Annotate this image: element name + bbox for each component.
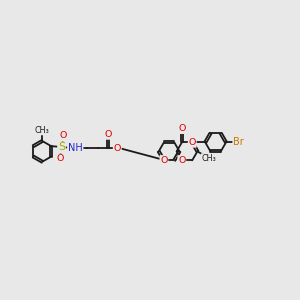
Text: O: O bbox=[178, 124, 185, 133]
Text: O: O bbox=[188, 138, 196, 147]
Text: O: O bbox=[178, 156, 185, 165]
Text: O: O bbox=[59, 131, 67, 140]
Text: Br: Br bbox=[233, 137, 244, 147]
Text: CH₃: CH₃ bbox=[202, 154, 216, 163]
Text: O: O bbox=[57, 154, 64, 163]
Text: CH₃: CH₃ bbox=[35, 126, 50, 135]
Text: O: O bbox=[114, 144, 121, 153]
Text: O: O bbox=[104, 130, 111, 139]
Text: NH: NH bbox=[68, 143, 82, 153]
Text: O: O bbox=[160, 156, 168, 165]
Text: S: S bbox=[58, 142, 65, 152]
